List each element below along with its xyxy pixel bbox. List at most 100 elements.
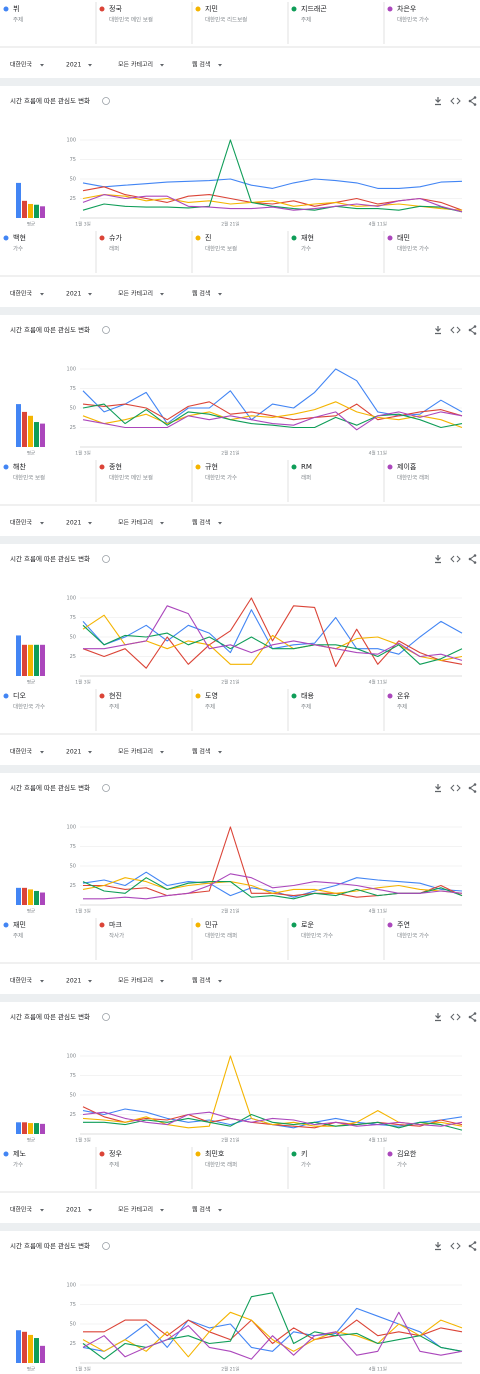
filter-caret: [218, 751, 222, 754]
embed-icon[interactable]: [450, 1242, 461, 1250]
share-dot: [473, 1241, 477, 1244]
download-icon[interactable]: [435, 97, 441, 106]
filter-label[interactable]: 대한민국: [10, 977, 33, 985]
term-name[interactable]: 디오: [13, 691, 26, 700]
term-name[interactable]: 주연: [397, 921, 410, 929]
term-name[interactable]: 제노: [13, 1150, 26, 1158]
download-icon[interactable]: [435, 326, 441, 335]
filter-label[interactable]: 모든 카테고리: [118, 748, 153, 756]
term-description: 주제: [397, 703, 407, 711]
average-bar: [16, 1122, 21, 1134]
filter-label[interactable]: 웹 검색: [192, 519, 210, 527]
filter-label[interactable]: 웹 검색: [192, 977, 210, 985]
term-name[interactable]: 정우: [109, 1149, 122, 1158]
filter-label[interactable]: 대한민국: [10, 748, 33, 756]
term-name[interactable]: 민규: [205, 920, 218, 929]
legend-dot: [195, 693, 201, 699]
term-name[interactable]: 현진: [109, 691, 122, 700]
embed-icon[interactable]: [450, 1013, 461, 1021]
term-name[interactable]: 차은우: [397, 4, 417, 13]
term-name[interactable]: 종현: [109, 463, 122, 471]
filter-label[interactable]: 모든 카테고리: [118, 290, 153, 298]
download-icon[interactable]: [435, 1013, 441, 1022]
download-icon[interactable]: [435, 1242, 441, 1251]
x-tick-label: 4월 11일: [369, 679, 387, 686]
average-bar: [16, 1330, 21, 1363]
filter-label[interactable]: 2021: [66, 1207, 81, 1214]
term-name[interactable]: 슈가: [109, 233, 122, 242]
term-name[interactable]: 마크: [109, 920, 122, 929]
filter-label[interactable]: 모든 카테고리: [118, 61, 153, 69]
filter-label[interactable]: 모든 카테고리: [118, 977, 153, 985]
term-name[interactable]: 뷔: [13, 4, 19, 13]
term-name[interactable]: 규현: [205, 463, 218, 471]
term-name[interactable]: 재현: [301, 234, 314, 242]
term-name[interactable]: 태민: [397, 233, 410, 242]
filter-label[interactable]: 대한민국: [10, 290, 33, 298]
help-icon[interactable]: [102, 326, 110, 334]
y-tick-label: 75: [70, 1302, 76, 1308]
filter-label[interactable]: 대한민국: [10, 61, 33, 69]
term-name[interactable]: 지드래곤: [301, 4, 327, 13]
filter-label[interactable]: 2021: [66, 62, 81, 69]
term-name[interactable]: 정국: [109, 4, 122, 13]
term-name[interactable]: 재민: [13, 920, 26, 929]
term-name[interactable]: 도영: [205, 691, 218, 700]
share-dot: [473, 561, 477, 564]
y-tick-label: 50: [70, 177, 76, 183]
term-name[interactable]: 해찬: [13, 462, 26, 471]
help-icon[interactable]: [102, 784, 110, 792]
term-description: 주제: [301, 16, 311, 24]
term-name[interactable]: 온유: [397, 692, 410, 700]
help-icon[interactable]: [102, 1242, 110, 1250]
term-name[interactable]: 최민호: [205, 1149, 225, 1158]
embed-icon[interactable]: [450, 97, 461, 105]
share-dot: [473, 1012, 477, 1015]
filter-label[interactable]: 웹 검색: [192, 1206, 210, 1214]
filter-label[interactable]: 2021: [66, 520, 81, 527]
average-bar: [22, 1122, 27, 1134]
filter-caret: [218, 980, 222, 983]
average-label: 평균: [27, 221, 35, 228]
filter-label[interactable]: 2021: [66, 291, 81, 298]
term-name[interactable]: 진: [205, 233, 211, 242]
embed-icon[interactable]: [450, 784, 461, 792]
filter-caret: [40, 522, 44, 525]
filter-label[interactable]: 모든 카테고리: [118, 519, 153, 527]
legend-dot: [387, 693, 393, 699]
filter-label[interactable]: 대한민국: [10, 1206, 33, 1214]
term-name[interactable]: 김요한: [397, 1150, 417, 1158]
filter-label[interactable]: 웹 검색: [192, 748, 210, 756]
y-tick-label: 100: [66, 596, 76, 602]
download-icon[interactable]: [435, 784, 441, 793]
term-description: 주제: [301, 703, 311, 711]
filter-caret: [40, 64, 44, 67]
help-icon[interactable]: [102, 1013, 110, 1021]
filter-label[interactable]: 모든 카테고리: [118, 1206, 153, 1214]
chart-title: 시간 흐름에 따른 관심도 변화: [10, 554, 90, 563]
term-name[interactable]: 제이홉: [397, 462, 417, 471]
term-name[interactable]: 로운: [301, 921, 314, 929]
embed-icon[interactable]: [450, 555, 461, 563]
filter-label[interactable]: 웹 검색: [192, 290, 210, 298]
embed-icon[interactable]: [450, 326, 461, 334]
term-description: 가수: [397, 1161, 407, 1169]
term-description: 대한민국 메인 보컬: [109, 474, 153, 482]
average-bar: [16, 635, 21, 676]
term-name[interactable]: 키: [301, 1149, 307, 1158]
filter-label[interactable]: 2021: [66, 749, 81, 756]
filter-label[interactable]: 대한민국: [10, 519, 33, 527]
term-name[interactable]: 백현: [13, 233, 26, 242]
term-name[interactable]: RM: [301, 463, 312, 471]
term-name[interactable]: 지민: [205, 4, 218, 13]
filter-label[interactable]: 웹 검색: [192, 61, 210, 69]
share-dot: [473, 554, 477, 557]
help-icon[interactable]: [102, 555, 110, 563]
download-icon[interactable]: [435, 555, 441, 564]
term-name[interactable]: 태용: [301, 692, 314, 700]
term-description: 가수: [13, 245, 23, 253]
filter-caret: [40, 980, 44, 983]
filter-label[interactable]: 2021: [66, 978, 81, 985]
series-line: [83, 1319, 463, 1345]
help-icon[interactable]: [102, 97, 110, 105]
